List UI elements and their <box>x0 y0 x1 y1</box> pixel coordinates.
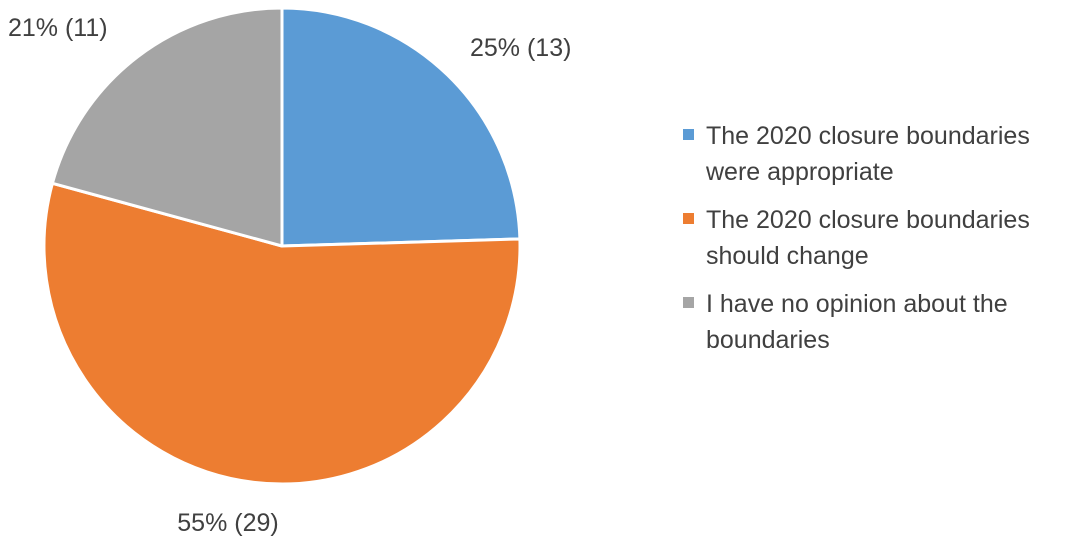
data-label-should-change: 55% (29) <box>177 509 278 536</box>
legend-label-no-opinion: I have no opinion about the boundaries <box>706 290 1008 354</box>
legend-item-should-change: The 2020 closure boundaries should chang… <box>683 202 1063 274</box>
legend: The 2020 closure boundaries were appropr… <box>683 118 1063 370</box>
legend-label-appropriate: The 2020 closure boundaries were appropr… <box>706 122 1030 186</box>
legend-swatch-no-opinion <box>683 297 694 308</box>
legend-swatch-should-change <box>683 213 694 224</box>
legend-label-should-change: The 2020 closure boundaries should chang… <box>706 206 1030 270</box>
data-label-no-opinion: 21% (11) <box>8 14 108 42</box>
legend-swatch-appropriate <box>683 129 694 140</box>
pie-slice-should-change <box>42 181 522 486</box>
legend-item-no-opinion: I have no opinion about the boundaries <box>683 286 1063 358</box>
pie-slice-appropriate <box>280 6 522 248</box>
legend-item-appropriate: The 2020 closure boundaries were appropr… <box>683 118 1063 190</box>
data-label-appropriate: 25% (13) <box>470 34 571 62</box>
pie-slice-no-opinion <box>50 6 284 248</box>
